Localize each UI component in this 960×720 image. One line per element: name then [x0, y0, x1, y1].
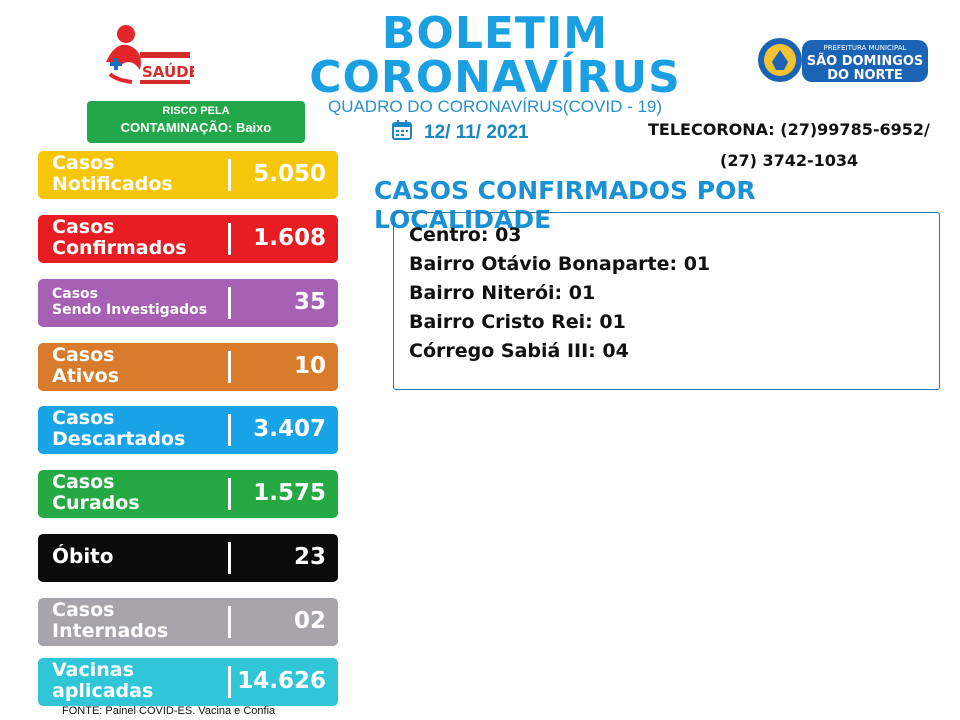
bulletin-date: 12/ 11/ 2021 [424, 121, 529, 143]
risk-level: CONTAMINAÇÃO: Baixo [120, 120, 272, 135]
card-curados: Casos Curados 1.575 [38, 470, 338, 518]
prefeitura-logo: PREFEITURA MUNICIPAL SÃO DOMINGOS DO NOR… [756, 34, 932, 88]
card-confirmados: Casos Confirmados 1.608 [38, 215, 338, 263]
card-ativos: Casos Ativos 10 [38, 343, 338, 391]
card-investigados: Casos Sendo Investigados 35 [38, 279, 338, 327]
card-label: Casos Notificados [52, 152, 173, 195]
risk-label: RISCO PELA [162, 105, 230, 117]
telecorona-line2: (27) 3742-1034 [720, 151, 859, 170]
card-separator [228, 159, 231, 191]
card-label: Casos Confirmados [52, 216, 187, 259]
card-notificados: Casos Notificados 5.050 [38, 151, 338, 199]
telecorona-line1: TELECORONA: (27)99785-6952/ [648, 120, 930, 139]
card-value: 1.575 [253, 480, 326, 506]
card-label: Casos Internados [52, 599, 169, 642]
card-separator [228, 478, 231, 510]
card-label: Casos Sendo Investigados [52, 286, 208, 318]
calendar-icon [392, 120, 412, 145]
card-vacinas: Vacinas aplicadas 14.626 [38, 658, 338, 706]
locality-item: Bairro Otávio Bonaparte: 01 [409, 253, 711, 275]
locality-item: Centro: 03 [409, 224, 522, 246]
prefeitura-line1: PREFEITURA MUNICIPAL [824, 44, 907, 52]
card-value: 23 [293, 544, 326, 570]
card-separator [228, 414, 231, 446]
subtitle: QUADRO DO CORONAVÍRUS(COVID - 19) [327, 97, 663, 116]
source-note: FONTE: Painel COVID-ES. Vacina e Confia [62, 705, 276, 717]
card-separator [228, 606, 231, 638]
card-value: 10 [293, 353, 326, 379]
prefeitura-line3: DO NORTE [827, 68, 902, 83]
prefeitura-line2: SÃO DOMINGOS [807, 53, 924, 69]
card-descartados: Casos Descartados 3.407 [38, 406, 338, 454]
locality-item: Bairro Niterói: 01 [409, 282, 596, 304]
locality-box: Centro: 03 Bairro Otávio Bonaparte: 01 B… [393, 212, 940, 390]
card-label: Casos Ativos [52, 344, 120, 387]
card-value: 35 [293, 289, 326, 315]
locality-item: Córrego Sabiá III: 04 [409, 340, 629, 362]
date-row: 12/ 11/ 2021 [392, 120, 529, 145]
card-value: 1.608 [253, 225, 326, 251]
card-separator [228, 542, 231, 574]
card-value: 14.626 [237, 668, 326, 694]
saude-logo-text: SAÚDE [142, 62, 194, 81]
card-separator [228, 351, 231, 383]
card-label: Vacinas aplicadas [52, 659, 154, 702]
card-separator [228, 666, 231, 698]
title-line1: BOLETIM [381, 8, 609, 59]
locality-title: CASOS CONFIRMADOS POR LOCALIDADE [374, 176, 756, 234]
card-separator [228, 287, 231, 319]
saude-logo: SAÚDE [96, 22, 199, 90]
card-obito: Óbito 23 [38, 534, 338, 582]
locality-item: Bairro Cristo Rei: 01 [409, 311, 626, 333]
card-value: 3.407 [253, 416, 326, 442]
card-label: Casos Descartados [52, 407, 186, 450]
risk-badge: RISCO PELA CONTAMINAÇÃO: Baixo [87, 101, 305, 143]
card-separator [228, 223, 231, 255]
card-label: Casos Curados [52, 471, 140, 514]
card-value: 5.050 [253, 161, 326, 187]
title-line2: CORONAVÍRUS [309, 52, 681, 103]
card-label: Óbito [52, 544, 114, 568]
card-internados: Casos Internados 02 [38, 598, 338, 646]
card-value: 02 [293, 608, 326, 634]
